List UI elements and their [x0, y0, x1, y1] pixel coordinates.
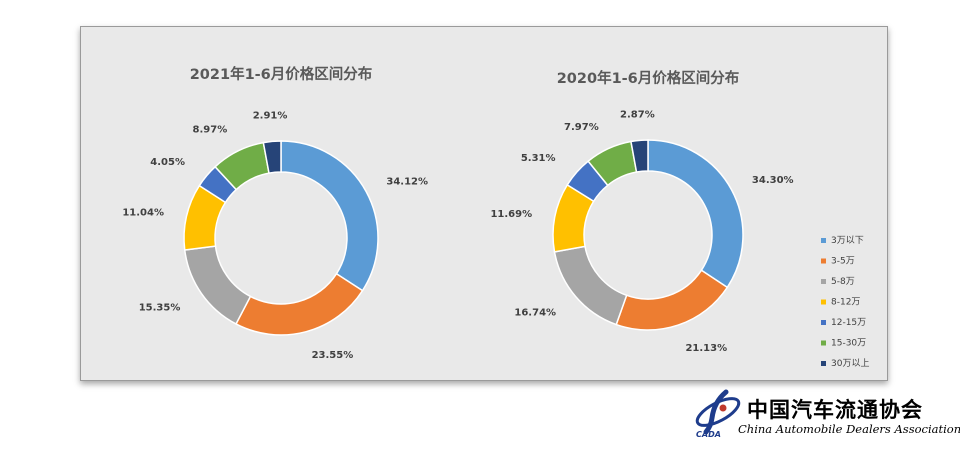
legend-swatch-15-30wan — [821, 340, 826, 346]
chart-panel: 2021年1-6月价格区间分布 34.12% 23.55% 15.35% 11.04% 4… — [80, 26, 888, 381]
legend-swatch-8-12wan — [821, 299, 826, 305]
legend-label-30wan-above: 30万以上 — [831, 358, 869, 369]
donut-slice-30wan-above — [262, 140, 282, 174]
data-label-12-15wan: 4.05% — [150, 157, 185, 168]
donut-chart-2020: 2020年1-6月价格区间分布 34.30% 21.13% 16.74% 11.69% 5… — [490, 69, 793, 354]
data-label-15-30wan: 8.97% — [193, 125, 228, 136]
data-label-3-5wan: 23.55% — [312, 350, 354, 361]
data-label-30wan-above: 2.87% — [620, 109, 655, 120]
charts-canvas: 2021年1-6月价格区间分布 34.12% 23.55% 15.35% 11.04% 4… — [122, 65, 869, 369]
cada-logo: CADA 中国汽车流通协会 China Automobile Dealers A… — [690, 386, 960, 450]
donut-slice-3wan-below — [280, 140, 379, 292]
legend-swatch-3-5wan — [821, 258, 826, 264]
logo-chinese-name: 中国汽车流通协会 — [747, 397, 923, 422]
data-label-8-12wan: 11.69% — [490, 209, 532, 220]
legend-swatch-5-8wan — [821, 279, 826, 284]
chart-title: 2020年1-6月价格区间分布 — [557, 69, 740, 87]
legend-swatch-3wan-below — [821, 238, 826, 243]
donut-slice-30wan-above — [630, 139, 649, 173]
donut-slice-5-8wan — [553, 245, 628, 326]
legend-label-3wan-below: 3万以下 — [831, 236, 864, 246]
data-label-3wan-below: 34.30% — [752, 175, 794, 186]
logo-abbreviation: CADA — [696, 430, 721, 439]
donut-chart-2021: 2021年1-6月价格区间分布 34.12% 23.55% 15.35% 11.04% 4… — [122, 65, 428, 361]
data-label-3-5wan: 21.13% — [685, 343, 727, 354]
chart-title: 2021年1-6月价格区间分布 — [190, 65, 373, 83]
data-label-5-8wan: 16.74% — [514, 307, 556, 318]
donut-slice-5-8wan — [183, 245, 252, 325]
data-label-12-15wan: 5.31% — [521, 153, 556, 164]
data-label-8-12wan: 11.04% — [122, 207, 164, 218]
donut-slice-3-5wan — [234, 272, 364, 336]
data-label-5-8wan: 15.35% — [139, 302, 181, 313]
logo-english-name: China Automobile Dealers Association — [738, 422, 960, 436]
legend-label-8-12wan: 8-12万 — [831, 298, 860, 308]
legend-label-3-5wan: 3-5万 — [831, 257, 855, 267]
donut-slice-3wan-below — [647, 139, 744, 289]
donut-slice-3-5wan — [615, 269, 729, 331]
legend-swatch-30wan-above — [821, 361, 826, 366]
data-label-15-30wan: 7.97% — [564, 122, 599, 133]
legend-label-5-8wan: 5-8万 — [831, 277, 855, 287]
legend-label-15-30wan: 15-30万 — [831, 339, 866, 349]
legend-label-12-15wan: 12-15万 — [831, 318, 866, 328]
data-label-3wan-below: 34.12% — [386, 177, 428, 188]
data-label-30wan-above: 2.91% — [253, 111, 288, 122]
chart-legend: 3万以下 3-5万 5-8万 8-12万 12-15万 15-30万 30万以上 — [821, 236, 869, 369]
legend-swatch-12-15wan — [821, 320, 826, 325]
cada-emblem-icon — [695, 389, 741, 435]
